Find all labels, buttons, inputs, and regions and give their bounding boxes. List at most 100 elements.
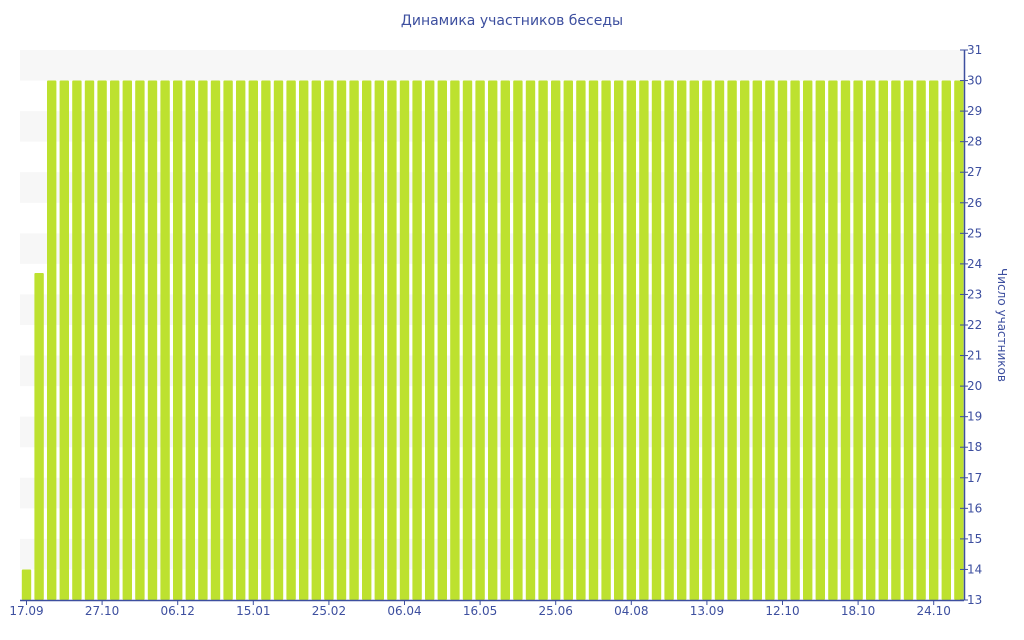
bar [399, 80, 410, 601]
y-tick-label: 14 [967, 562, 982, 576]
bar [576, 80, 586, 601]
bar [47, 80, 57, 601]
bar [21, 569, 32, 600]
y-tick-label: 22 [967, 318, 982, 332]
bar [727, 80, 737, 601]
bar [236, 80, 246, 601]
y-tick-label: 27 [967, 165, 982, 179]
bar [563, 80, 573, 601]
bar [551, 80, 561, 601]
y-tick-label: 29 [967, 104, 982, 118]
bar [34, 273, 44, 600]
y-tick-label: 15 [967, 532, 982, 546]
bar [412, 80, 422, 601]
x-tick-label: 04.08 [614, 604, 648, 618]
bar [929, 80, 939, 601]
bar [110, 80, 120, 601]
bar [122, 80, 132, 601]
bar [500, 80, 510, 601]
bar [311, 80, 321, 601]
bar [72, 80, 82, 601]
bar [954, 80, 964, 601]
y-tick-label: 28 [967, 135, 982, 149]
bar [903, 80, 914, 601]
bar [538, 80, 548, 601]
bar [261, 80, 271, 601]
bar [714, 80, 725, 601]
y-tick-label: 24 [967, 257, 982, 271]
bar [425, 80, 435, 601]
y-tick-label: 26 [967, 196, 982, 210]
bar [160, 80, 170, 601]
bar [853, 80, 863, 601]
bar [916, 80, 926, 601]
y-tick-label: 21 [967, 349, 982, 363]
bar [198, 80, 208, 601]
bar [639, 80, 649, 601]
bar [248, 80, 258, 601]
bar [677, 80, 687, 601]
bar [740, 80, 750, 601]
bar [299, 80, 309, 601]
y-tick-label: 13 [967, 593, 982, 607]
bar [601, 80, 611, 601]
bar [664, 80, 674, 601]
bar [374, 80, 384, 601]
bar [866, 80, 876, 601]
bar [689, 80, 699, 601]
bar [135, 80, 145, 601]
bar [752, 80, 762, 601]
bar [475, 80, 485, 601]
bar [878, 80, 888, 601]
y-tick-label: 18 [967, 440, 982, 454]
bar [97, 80, 107, 601]
x-tick-label: 16.05 [463, 604, 497, 618]
x-tick-label: 06.04 [387, 604, 421, 618]
bar [362, 80, 372, 601]
bar [223, 80, 233, 601]
bar [588, 80, 599, 601]
bar [651, 80, 662, 601]
x-tick-label: 17.09 [9, 604, 43, 618]
x-tick-label: 13.09 [690, 604, 724, 618]
bar [815, 80, 825, 601]
bar [614, 80, 624, 601]
bar [59, 80, 69, 601]
y-tick-label: 20 [967, 379, 982, 393]
bar [210, 80, 221, 601]
x-tick-label: 18.10 [841, 604, 875, 618]
bar [185, 80, 195, 601]
bar [450, 80, 460, 601]
bar [324, 80, 334, 601]
chart-title: Динамика участников беседы [400, 13, 624, 29]
bar [790, 80, 800, 601]
bar [803, 80, 813, 601]
x-tick-label: 25.06 [539, 604, 573, 618]
bar [840, 80, 851, 601]
bar [828, 80, 838, 601]
y-tick-label: 31 [967, 43, 982, 57]
bar [273, 80, 284, 601]
y-axis-label: Число участников [995, 268, 1009, 382]
bar [84, 80, 95, 601]
y-tick-label: 30 [967, 74, 982, 88]
y-tick-label: 17 [967, 471, 982, 485]
bar [387, 80, 397, 601]
grid-band [20, 50, 964, 81]
bar [513, 80, 523, 601]
bar [462, 80, 473, 601]
bar [437, 80, 447, 601]
x-tick-label: 24.10 [917, 604, 951, 618]
x-tick-label: 25.02 [312, 604, 346, 618]
x-tick-label: 15.01 [236, 604, 270, 618]
bar [336, 80, 347, 601]
bar [777, 80, 788, 601]
x-tick-label: 06.12 [161, 604, 195, 618]
y-tick-label: 25 [967, 226, 982, 240]
y-tick-label: 19 [967, 410, 982, 424]
x-tick-label: 12.10 [765, 604, 799, 618]
bar [286, 80, 296, 601]
bar [173, 80, 183, 601]
bar [488, 80, 498, 601]
